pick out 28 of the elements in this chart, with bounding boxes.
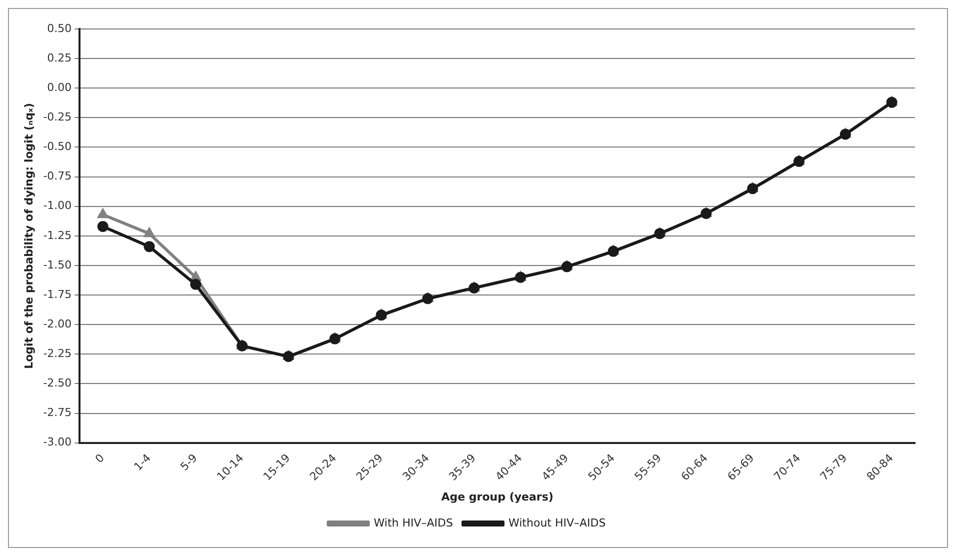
y-tick-label: -2.50 — [43, 376, 72, 390]
y-tick-label: -3.00 — [43, 436, 72, 449]
point — [190, 272, 201, 281]
legend-label: Without HIV–AIDS — [508, 516, 606, 530]
y-tick-label: -1.25 — [43, 228, 72, 242]
y-axis-title: Logit of the probability of dying: logit (ₙqₓ) — [22, 102, 36, 369]
x-tick-label: 1-4 — [132, 451, 154, 474]
y-tick-label: -0.25 — [43, 110, 72, 124]
y-tick-label: -1.00 — [43, 199, 72, 212]
y-tick-label: -2.25 — [43, 347, 72, 360]
point — [144, 241, 155, 252]
y-tick-label: -0.50 — [43, 140, 72, 154]
x-axis-title: Age group (years) — [441, 490, 554, 504]
point — [97, 220, 108, 232]
y-tick-label: -0.75 — [43, 170, 72, 183]
y-tick-label: 0.50 — [47, 22, 72, 35]
y-tick-label: -2.75 — [43, 406, 72, 420]
point — [144, 228, 154, 238]
y-tick-label: 0.25 — [47, 51, 72, 64]
y-tick-label: -1.75 — [43, 288, 72, 301]
y-tick-label: -2.00 — [43, 317, 72, 330]
x-tick-label: 0 — [92, 451, 108, 466]
point — [98, 209, 108, 218]
x-tick-label: 5-9 — [178, 451, 200, 474]
y-tick-label: -1.50 — [43, 258, 72, 272]
legend-label: With HIV–AIDS — [374, 516, 454, 530]
y-tick-label: 0.00 — [47, 80, 72, 94]
point — [190, 278, 202, 290]
